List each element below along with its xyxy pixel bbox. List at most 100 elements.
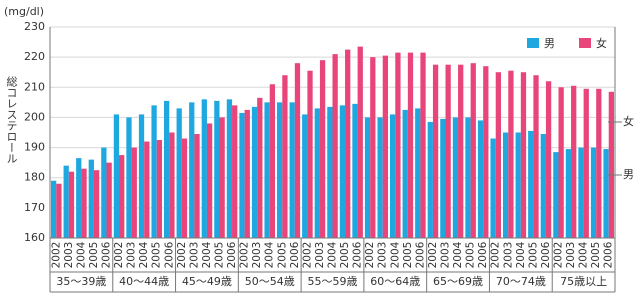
bar xyxy=(571,85,577,239)
bar xyxy=(596,88,602,239)
x-tick-label: 2006 xyxy=(226,241,238,268)
bar xyxy=(520,72,527,238)
bar xyxy=(151,105,157,238)
y-tick-label: 190 xyxy=(24,141,45,154)
bar xyxy=(528,130,534,238)
bar xyxy=(257,97,263,238)
x-tick-label: 2005 xyxy=(276,242,288,269)
bar xyxy=(176,108,182,238)
y-tick-label: 230 xyxy=(24,20,45,33)
bar xyxy=(76,158,82,238)
bar xyxy=(119,155,125,238)
bar xyxy=(445,64,451,238)
y-tick-label: 170 xyxy=(24,201,45,214)
bar xyxy=(68,171,75,238)
bar xyxy=(264,102,270,238)
x-tick-label: 2005 xyxy=(590,242,602,269)
bar xyxy=(307,70,313,238)
x-tick-label: 2003 xyxy=(314,242,326,269)
bar xyxy=(327,106,333,238)
bar xyxy=(470,63,476,238)
bar xyxy=(390,114,396,238)
bar xyxy=(402,109,408,239)
bar xyxy=(189,102,195,238)
bar xyxy=(432,64,439,238)
x-tick-label: 2005 xyxy=(339,242,351,269)
x-tick-label: 2006 xyxy=(101,241,113,268)
bar xyxy=(490,138,496,238)
bar xyxy=(345,49,351,238)
x-tick-label: 2004 xyxy=(264,241,276,268)
bar xyxy=(138,114,145,238)
bar xyxy=(319,60,326,239)
bar xyxy=(302,114,308,238)
legend-label: 女 xyxy=(596,36,607,50)
x-tick-label: 2004 xyxy=(138,241,150,268)
x-tick-label: 2004 xyxy=(201,241,213,268)
x-tick-label: 2002 xyxy=(427,242,439,269)
x-tick-label: 2002 xyxy=(490,242,502,269)
x-tick-label: 2005 xyxy=(214,242,226,269)
bar xyxy=(156,140,162,238)
bar xyxy=(226,99,233,238)
x-tick-label: 2002 xyxy=(553,242,565,269)
bar xyxy=(251,106,258,238)
group-label: 65～69歳 xyxy=(433,275,483,288)
bar xyxy=(477,120,484,238)
bar xyxy=(352,103,358,238)
x-tick-label: 2006 xyxy=(477,241,489,268)
bar xyxy=(339,105,346,238)
bar xyxy=(420,52,426,238)
bar xyxy=(63,165,69,238)
x-tick-label: 2005 xyxy=(151,242,163,269)
bar xyxy=(533,75,539,238)
bar xyxy=(164,100,170,238)
bar xyxy=(294,63,301,238)
bar xyxy=(603,149,609,238)
bar xyxy=(508,70,514,238)
bar xyxy=(181,138,188,238)
x-tick-label: 2003 xyxy=(502,242,514,269)
y-tick-label: 220 xyxy=(24,50,45,63)
bar xyxy=(88,159,94,238)
bar xyxy=(239,112,245,238)
bar xyxy=(440,118,446,238)
y-unit: (mg/dl) xyxy=(4,5,44,18)
bar xyxy=(553,152,559,238)
bar xyxy=(427,121,433,238)
bar xyxy=(377,117,383,238)
group-label: 55～59歳 xyxy=(308,275,358,288)
legend-swatch xyxy=(579,38,591,48)
bar xyxy=(289,102,295,238)
bar xyxy=(282,75,288,238)
x-tick-label: 2002 xyxy=(364,242,376,269)
x-tick-label: 2003 xyxy=(63,242,75,269)
x-tick-label: 2002 xyxy=(176,242,188,269)
x-tick-label: 2005 xyxy=(527,242,539,269)
y-tick-label: 200 xyxy=(24,110,45,123)
bar xyxy=(583,88,589,239)
bar xyxy=(590,147,597,238)
x-tick-label: 2004 xyxy=(389,241,401,268)
x-tick-label: 2006 xyxy=(163,241,175,268)
x-tick-label: 2006 xyxy=(603,241,615,268)
group-label: 70～74歳 xyxy=(496,275,546,288)
x-tick-label: 2006 xyxy=(414,241,426,268)
x-tick-label: 2002 xyxy=(113,242,125,269)
x-tick-label: 2004 xyxy=(452,241,464,268)
x-tick-label: 2003 xyxy=(440,242,452,269)
bar xyxy=(81,168,87,238)
x-tick-label: 2003 xyxy=(251,242,263,269)
y-tick-label: 160 xyxy=(24,231,45,244)
bar xyxy=(565,149,572,238)
x-tick-label: 2003 xyxy=(377,242,389,269)
group-label: 40～44歳 xyxy=(119,275,169,288)
x-tick-label: 2006 xyxy=(540,241,552,268)
bar xyxy=(244,109,250,239)
x-tick-label: 2003 xyxy=(126,242,138,269)
x-tick-label: 2005 xyxy=(88,242,100,269)
bar xyxy=(232,105,238,238)
bar xyxy=(113,114,120,238)
bar xyxy=(458,64,464,238)
legend-label: 男 xyxy=(544,37,555,50)
